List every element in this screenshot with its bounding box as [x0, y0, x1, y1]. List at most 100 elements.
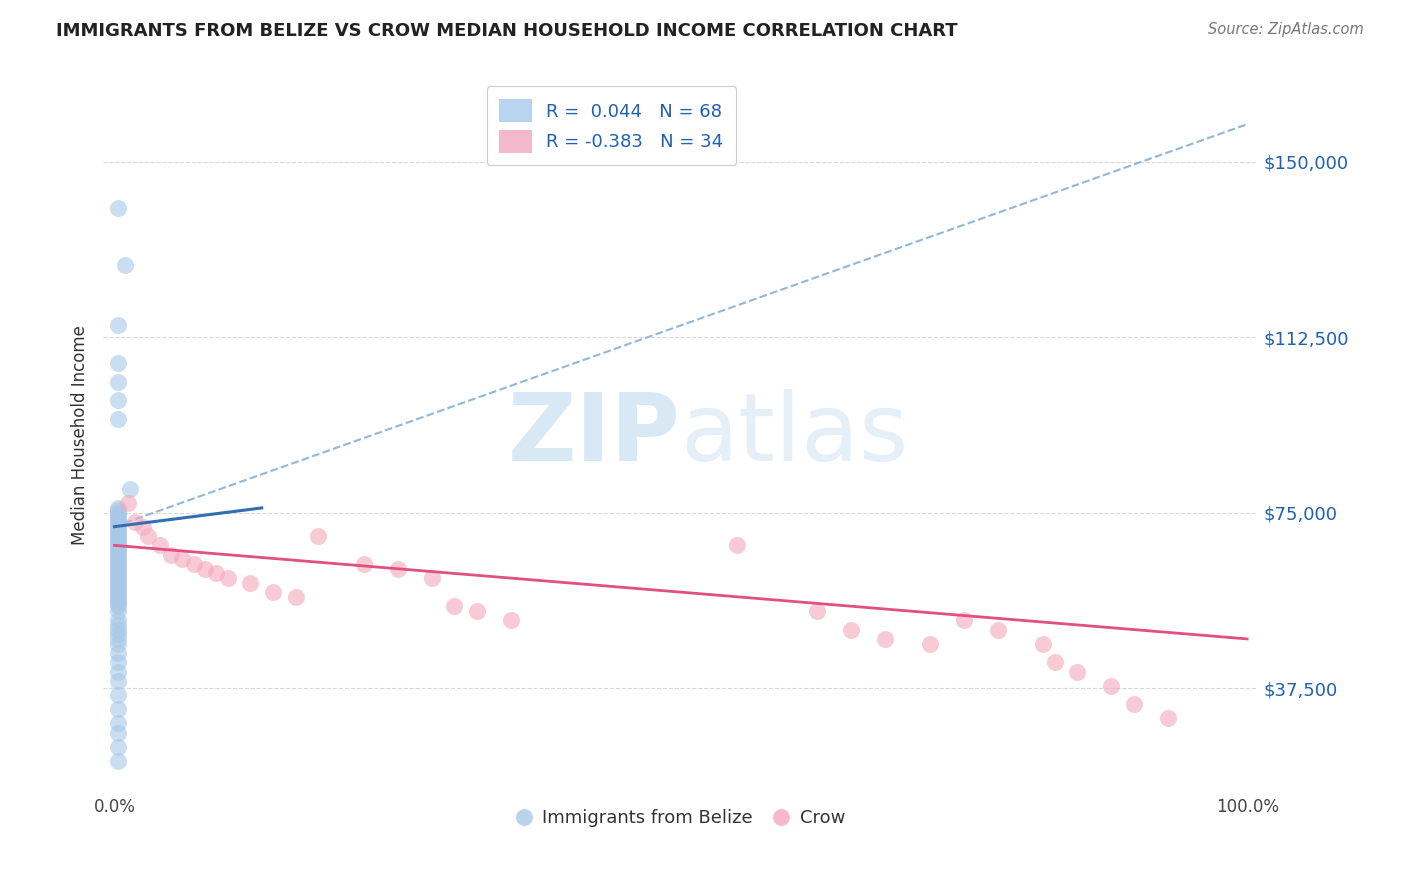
Point	[107, 508, 129, 522]
Point	[725, 538, 748, 552]
Point	[117, 496, 139, 510]
Text: atlas: atlas	[681, 390, 910, 482]
Point	[107, 552, 129, 566]
Point	[953, 613, 976, 627]
Point	[307, 529, 329, 543]
Point	[107, 599, 129, 614]
Point	[107, 613, 129, 627]
Point	[107, 393, 129, 408]
Point	[1122, 698, 1144, 712]
Point	[132, 519, 155, 533]
Point	[107, 646, 129, 660]
Point	[107, 510, 129, 524]
Point	[107, 513, 129, 527]
Point	[172, 552, 194, 566]
Point	[107, 375, 129, 389]
Point	[107, 515, 129, 529]
Point	[107, 500, 129, 515]
Point	[107, 618, 129, 632]
Point	[107, 519, 129, 533]
Point	[194, 562, 217, 576]
Point	[107, 536, 129, 550]
Point	[114, 258, 136, 272]
Point	[239, 575, 262, 590]
Point	[107, 604, 129, 618]
Point	[107, 506, 129, 520]
Point	[284, 590, 307, 604]
Point	[353, 557, 375, 571]
Point	[107, 202, 129, 216]
Point	[107, 356, 129, 370]
Point	[107, 503, 129, 517]
Point	[443, 599, 465, 614]
Point	[107, 716, 129, 731]
Point	[107, 578, 129, 592]
Point	[107, 592, 129, 607]
Point	[107, 548, 129, 562]
Point	[987, 623, 1010, 637]
Point	[262, 585, 284, 599]
Point	[107, 637, 129, 651]
Text: IMMIGRANTS FROM BELIZE VS CROW MEDIAN HOUSEHOLD INCOME CORRELATION CHART: IMMIGRANTS FROM BELIZE VS CROW MEDIAN HO…	[56, 22, 957, 40]
Point	[499, 613, 522, 627]
Point	[107, 585, 129, 599]
Point	[217, 571, 239, 585]
Point	[107, 538, 129, 552]
Point	[465, 604, 488, 618]
Point	[107, 674, 129, 689]
Point	[107, 522, 129, 536]
Point	[107, 517, 129, 532]
Point	[387, 562, 409, 576]
Point	[124, 515, 146, 529]
Point	[107, 587, 129, 601]
Point	[107, 549, 129, 564]
Point	[839, 623, 862, 637]
Point	[107, 555, 129, 569]
Point	[107, 524, 129, 539]
Point	[107, 568, 129, 582]
Point	[107, 575, 129, 590]
Point	[107, 754, 129, 768]
Point	[107, 594, 129, 608]
Point	[107, 559, 129, 574]
Point	[205, 566, 228, 581]
Text: Source: ZipAtlas.com: Source: ZipAtlas.com	[1208, 22, 1364, 37]
Point	[107, 688, 129, 702]
Text: ZIP: ZIP	[508, 390, 681, 482]
Point	[107, 574, 129, 588]
Point	[1099, 679, 1122, 693]
Point	[149, 538, 172, 552]
Point	[107, 627, 129, 641]
Legend: Immigrants from Belize, Crow: Immigrants from Belize, Crow	[509, 802, 852, 834]
Y-axis label: Median Household Income: Median Household Income	[72, 326, 89, 545]
Point	[107, 571, 129, 585]
Point	[107, 533, 129, 548]
Point	[107, 597, 129, 611]
Point	[806, 604, 828, 618]
Point	[107, 623, 129, 637]
Point	[107, 532, 129, 546]
Point	[107, 412, 129, 426]
Point	[107, 557, 129, 571]
Point	[107, 318, 129, 333]
Point	[1043, 656, 1066, 670]
Point	[107, 545, 129, 559]
Point	[107, 564, 129, 578]
Point	[160, 548, 183, 562]
Point	[107, 541, 129, 555]
Point	[107, 581, 129, 595]
Point	[420, 571, 443, 585]
Point	[1032, 637, 1054, 651]
Point	[120, 482, 142, 496]
Point	[1157, 711, 1180, 725]
Point	[107, 566, 129, 581]
Point	[107, 543, 129, 558]
Point	[107, 529, 129, 543]
Point	[107, 632, 129, 646]
Point	[107, 739, 129, 754]
Point	[918, 637, 941, 651]
Point	[107, 562, 129, 576]
Point	[107, 702, 129, 716]
Point	[107, 656, 129, 670]
Point	[138, 529, 160, 543]
